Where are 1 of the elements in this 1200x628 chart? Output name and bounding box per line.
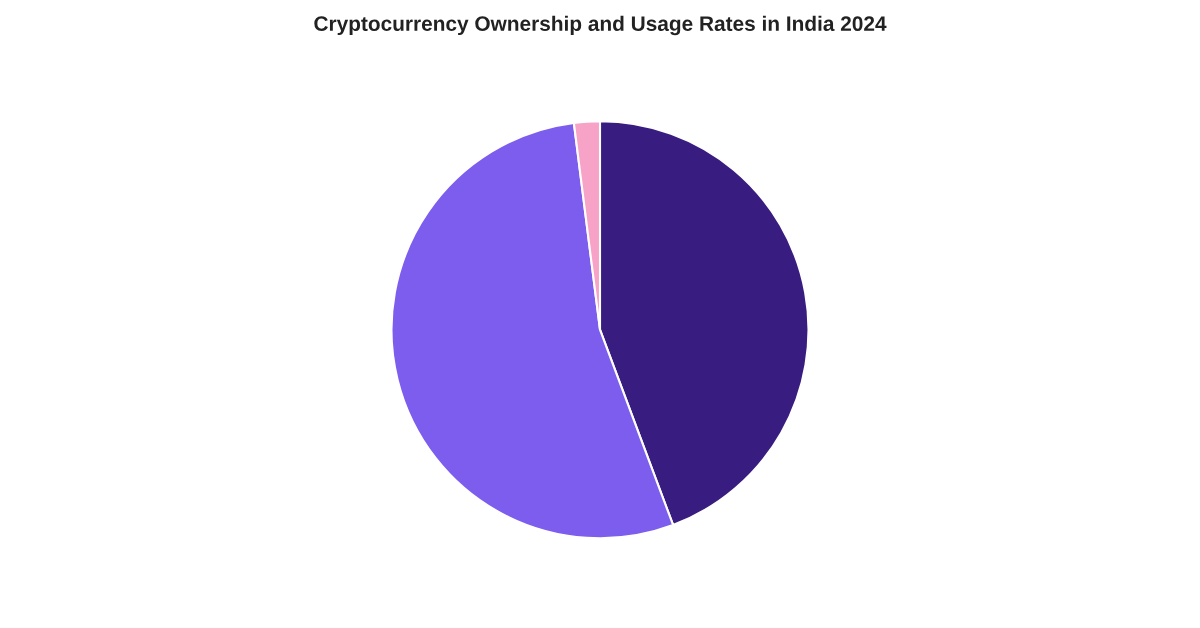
chart-title: Cryptocurrency Ownership and Usage Rates in India 2024 <box>314 15 887 36</box>
